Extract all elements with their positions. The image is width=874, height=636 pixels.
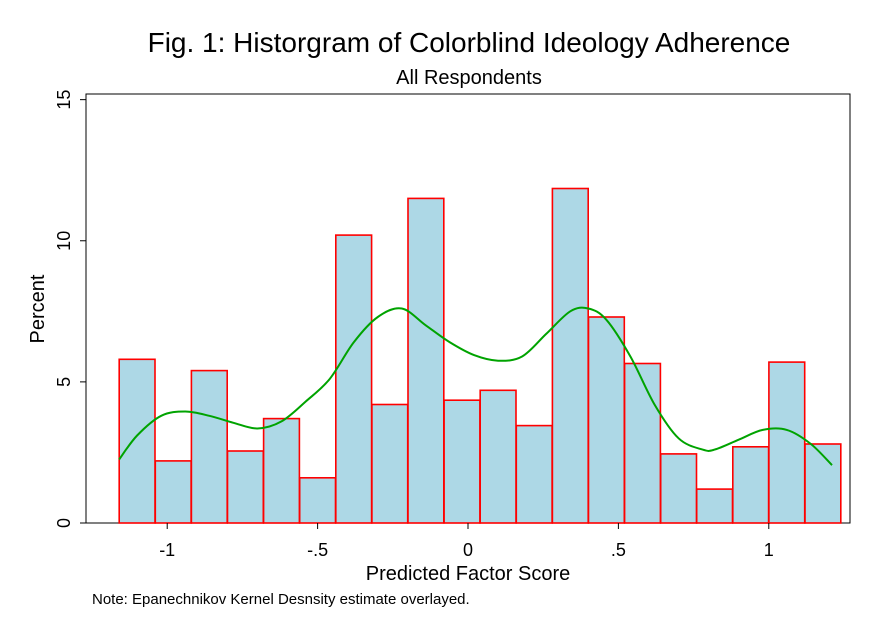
histogram-bar-5 — [262, 417, 301, 524]
y-tick-label: 10 — [54, 231, 74, 251]
y-tick-label: 15 — [54, 90, 74, 110]
histogram-bar-4 — [226, 450, 265, 524]
histogram-bar-6 — [298, 476, 337, 524]
histogram-bar-8 — [371, 403, 409, 524]
histogram-bar-16 — [659, 453, 698, 524]
chart-title: Fig. 1: Historgram of Colorblind Ideolog… — [148, 27, 791, 58]
x-tick-label: 1 — [764, 540, 774, 560]
kde-density-line — [118, 306, 833, 466]
histogram-bar-14 — [587, 316, 626, 524]
histogram-bar-20 — [804, 443, 842, 524]
x-tick-label: -1 — [159, 540, 175, 560]
x-tick-label: .5 — [611, 540, 626, 560]
histogram-bar-11 — [479, 389, 517, 524]
histogram-bar-13 — [551, 187, 590, 524]
y-axis-label: Percent — [27, 274, 49, 343]
histogram-bars — [118, 187, 842, 524]
histogram-bar-15 — [623, 362, 662, 524]
y-axis: 0 5 10 15 — [54, 90, 86, 528]
x-tick-label: -.5 — [307, 540, 328, 560]
histogram-bar-1 — [118, 358, 156, 524]
x-tick-label: 0 — [463, 540, 473, 560]
y-tick-label: 0 — [54, 518, 74, 528]
x-axis-label: Predicted Factor Score — [366, 563, 571, 585]
histogram-bar-19 — [768, 361, 806, 524]
histogram-bar-2 — [154, 460, 192, 524]
x-axis: -1 -.5 0 .5 1 — [159, 523, 774, 560]
figure-note: Note: Epanechnikov Kernel Desnsity estim… — [92, 591, 470, 608]
histogram-bar-10 — [443, 399, 481, 524]
histogram-bar-7 — [334, 234, 373, 524]
histogram-bar-17 — [695, 488, 734, 524]
histogram-bar-12 — [515, 424, 553, 524]
histogram-bar-9 — [407, 197, 445, 524]
y-tick-label: 5 — [54, 377, 74, 387]
histogram-bar-3 — [190, 369, 228, 524]
chart-subtitle: All Respondents — [396, 67, 542, 89]
histogram-bar-18 — [731, 445, 770, 524]
